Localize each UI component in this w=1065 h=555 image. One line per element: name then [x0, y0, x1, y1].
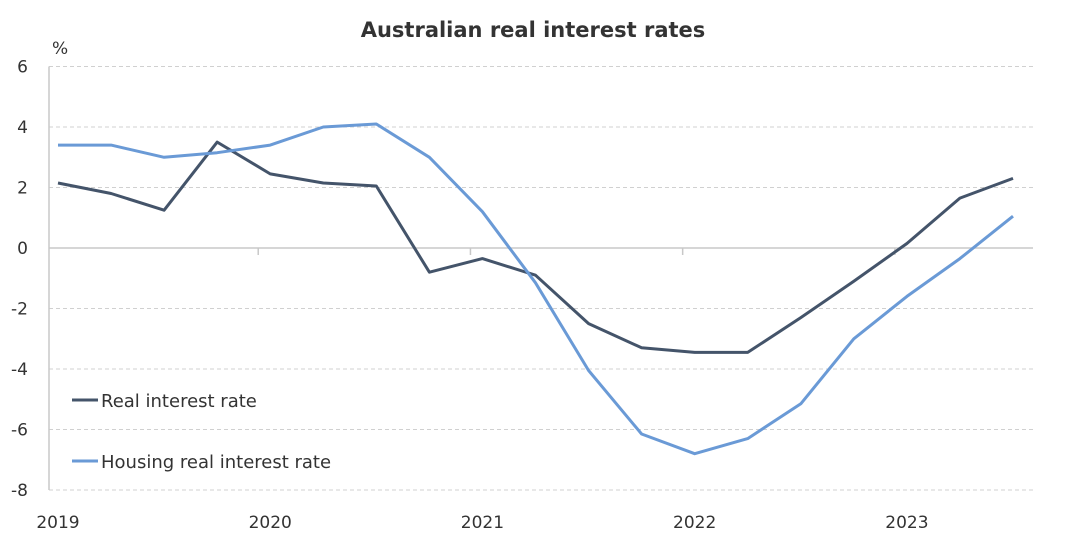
- y-tick-label: -4: [11, 360, 28, 380]
- y-tick-label: 0: [17, 239, 28, 259]
- y-tick-label: 2: [17, 179, 28, 199]
- y-tick-label: 6: [17, 58, 28, 78]
- y-tick-label: -2: [11, 300, 28, 320]
- y-tick-label: -6: [11, 421, 28, 441]
- y-tick-label: -8: [11, 481, 28, 501]
- x-tick-label: 2022: [673, 513, 716, 533]
- x-tick-label: 2020: [249, 513, 292, 533]
- x-tick-label: 2021: [461, 513, 504, 533]
- y-tick-label: 4: [17, 118, 28, 138]
- legend-label: Real interest rate: [101, 391, 257, 412]
- chart-title: Australian real interest rates: [361, 18, 706, 42]
- x-tick-label: 2019: [36, 513, 79, 533]
- legend-label: Housing real interest rate: [101, 452, 331, 473]
- y-axis-unit-label: %: [52, 39, 68, 59]
- x-tick-label: 2023: [885, 513, 928, 533]
